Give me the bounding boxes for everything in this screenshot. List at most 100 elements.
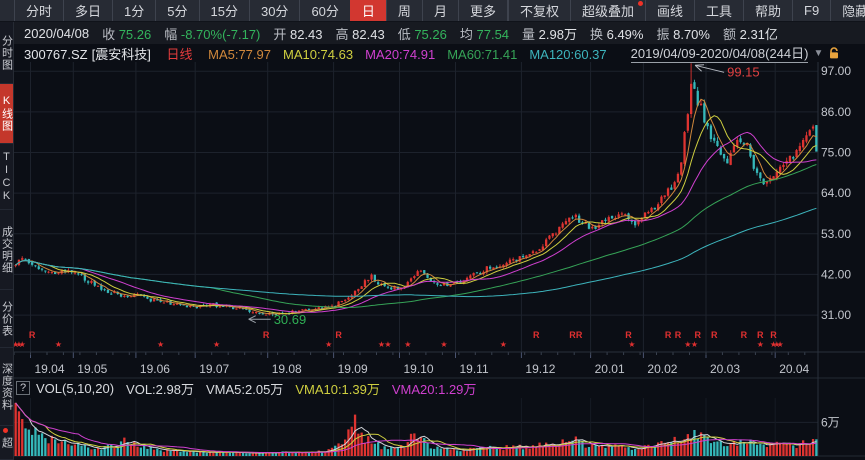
- sidebar-item-TICK[interactable]: TICK: [0, 144, 13, 210]
- svg-text:19.04: 19.04: [35, 362, 65, 376]
- svg-text:★: ★: [628, 340, 635, 349]
- quote-date: 2020/04/08: [24, 25, 90, 41]
- lock-icon[interactable]: [828, 47, 840, 59]
- svg-text:R: R: [576, 330, 583, 340]
- tab-label: 超级叠加: [581, 4, 634, 19]
- tab-隐藏[interactable]: 隐藏▶: [830, 0, 865, 21]
- quote-额: 额 2.31亿: [723, 24, 778, 43]
- tab-1分[interactable]: 1分: [112, 0, 155, 21]
- quote-量: 量 2.98万: [522, 24, 577, 43]
- tab-label: 周: [397, 4, 411, 19]
- tools-tab-group: 不复权 超级叠加 画线 工具 帮助 F9 隐藏▶: [507, 0, 865, 21]
- tab-label: 30分: [260, 4, 289, 19]
- svg-text:R: R: [770, 330, 777, 340]
- kline-chart[interactable]: 97.00 86.00 75.00 64.00 53.00 42.00 31.00 6万 19.…: [14, 62, 865, 460]
- tab-不复权[interactable]: 不复权: [507, 0, 570, 21]
- svg-text:R: R: [711, 330, 718, 340]
- help-icon[interactable]: ?: [16, 381, 30, 395]
- date-range-selector[interactable]: 2019/04/09-2020/04/08(244日): [630, 43, 809, 63]
- tab-F9[interactable]: F9: [792, 0, 830, 21]
- tab-60分[interactable]: 60分: [299, 0, 349, 21]
- svg-text:R: R: [335, 330, 342, 340]
- svg-text:R: R: [569, 330, 576, 340]
- sidebar-item-label: TICK: [0, 150, 13, 203]
- tab-label: 不复权: [519, 4, 559, 19]
- tab-帮助[interactable]: 帮助: [743, 0, 792, 21]
- svg-text:64.00: 64.00: [821, 186, 851, 200]
- tab-15分[interactable]: 15分: [198, 0, 249, 21]
- svg-text:99.15: 99.15: [727, 64, 760, 79]
- sidebar-item-label: 成交明细: [0, 225, 13, 274]
- svg-text:R: R: [625, 330, 632, 340]
- ma-value: MA20:74.91: [365, 46, 436, 62]
- svg-text:31.00: 31.00: [821, 308, 851, 322]
- quote-value: 8.70%: [673, 26, 710, 42]
- quote-幅: 幅 -8.70%(-7.17): [164, 24, 260, 43]
- ma-value: MA60:71.41: [447, 46, 518, 62]
- tab-label: 画线: [657, 4, 684, 19]
- tab-label: F9: [804, 3, 820, 18]
- tab-label: 多日: [75, 4, 102, 19]
- ma-legend: 300767.SZ [震安科技] 日线 MA5:77.97 MA10:74.63 MA…: [24, 44, 631, 63]
- quote-label: 换: [589, 26, 607, 42]
- tab-label: 工具: [706, 4, 733, 19]
- tab-label: 隐藏: [842, 4, 865, 19]
- tab-画线[interactable]: 画线: [645, 0, 694, 21]
- tab-label: 月: [433, 4, 447, 19]
- sidebar-item-分时图[interactable]: 分时图: [0, 22, 13, 84]
- svg-text:20.04: 20.04: [779, 362, 809, 376]
- tab-周[interactable]: 周: [385, 0, 422, 21]
- volume-header: ? VOL(5,10,20) VOL:2.98万 VMA5:2.05万 VMA1…: [16, 379, 488, 397]
- svg-text:75.00: 75.00: [821, 146, 851, 160]
- svg-text:★: ★: [684, 340, 691, 349]
- quote-value: 77.54: [476, 26, 510, 42]
- sidebar-item-label: 分价表: [0, 300, 13, 337]
- tab-分时[interactable]: 分时: [14, 0, 63, 21]
- chevron-down-icon[interactable]: ▼: [813, 47, 824, 59]
- svg-text:R: R: [694, 330, 701, 340]
- svg-text:R: R: [533, 330, 540, 340]
- tab-日[interactable]: 日: [349, 0, 386, 21]
- tab-多日[interactable]: 多日: [63, 0, 112, 21]
- tab-更多[interactable]: 更多: [457, 0, 508, 21]
- svg-text:R: R: [741, 330, 748, 340]
- sidebar-item-K线图[interactable]: K线图: [0, 84, 13, 144]
- quote-均: 均 77.54: [460, 24, 509, 43]
- sidebar-item-分价表[interactable]: 分价表: [0, 290, 13, 348]
- quote-振: 振 8.70%: [656, 24, 710, 43]
- svg-text:★: ★: [777, 340, 784, 349]
- tab-超级叠加[interactable]: 超级叠加: [569, 0, 645, 21]
- svg-text:6万: 6万: [821, 415, 840, 429]
- quote-value: -8.70%(-7.17): [180, 26, 261, 42]
- notification-dot: [638, 1, 643, 6]
- tab-月[interactable]: 月: [421, 0, 458, 21]
- sidebar-item-成交明细[interactable]: 成交明细: [0, 210, 13, 290]
- quote-开: 开 82.43: [273, 24, 322, 43]
- sidebar-item-label: K线图: [0, 95, 13, 132]
- svg-text:★: ★: [757, 340, 764, 349]
- svg-text:20.03: 20.03: [710, 362, 740, 376]
- tab-工具[interactable]: 工具: [694, 0, 743, 21]
- svg-text:★: ★: [55, 340, 62, 349]
- left-sidebar: 分时图 K线图 TICK 成交明细分价表深度资料超: [0, 22, 14, 460]
- svg-text:★: ★: [325, 340, 332, 349]
- sidebar-item-超[interactable]: 超: [0, 426, 13, 460]
- tab-label: 日: [361, 4, 375, 19]
- vma10-value: VMA10:1.39万: [295, 381, 380, 397]
- sidebar-item-深度资料[interactable]: 深度资料: [0, 348, 13, 426]
- tab-5分[interactable]: 5分: [155, 0, 198, 21]
- svg-text:19.08: 19.08: [272, 362, 302, 376]
- quote-label: 均: [459, 26, 477, 42]
- svg-text:53.00: 53.00: [821, 227, 851, 241]
- quote-低: 低 75.26: [398, 24, 447, 43]
- tab-label: 更多: [469, 4, 496, 19]
- quote-value: 75.26: [118, 26, 152, 42]
- svg-text:★: ★: [19, 340, 26, 349]
- svg-text:19.07: 19.07: [199, 362, 229, 376]
- svg-text:86.00: 86.00: [821, 105, 851, 119]
- svg-text:★: ★: [770, 340, 777, 349]
- svg-text:19.12: 19.12: [525, 362, 555, 376]
- svg-text:★: ★: [157, 340, 164, 349]
- tab-30分[interactable]: 30分: [248, 0, 299, 21]
- svg-text:★: ★: [691, 340, 698, 349]
